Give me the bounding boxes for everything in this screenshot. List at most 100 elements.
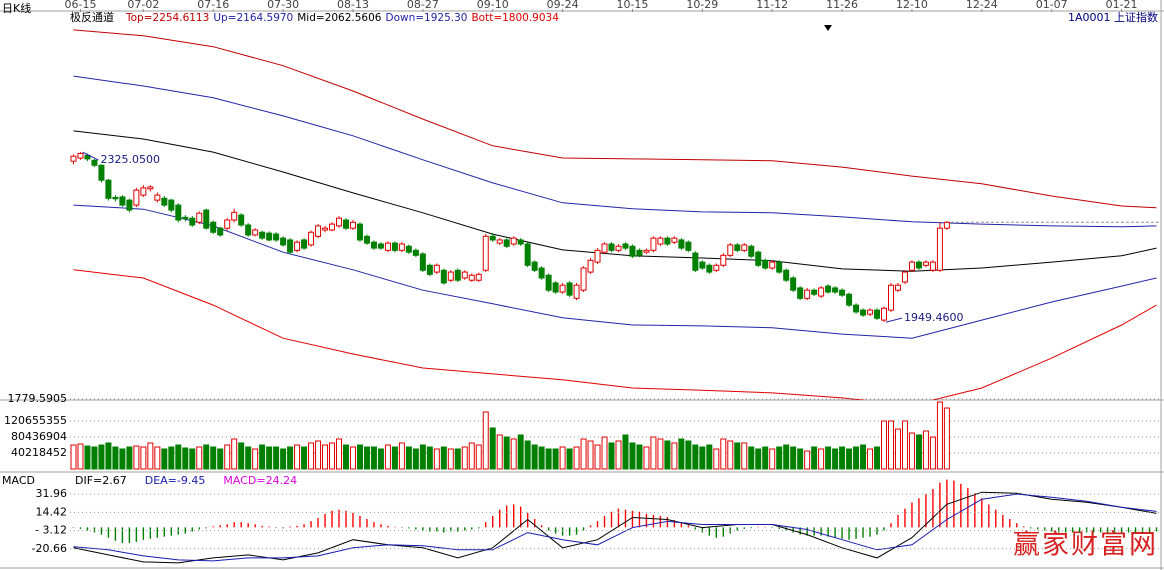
candle-body (685, 241, 692, 251)
annotation-leader (82, 151, 99, 161)
legend-entry: MACD=24.24 (223, 474, 297, 487)
volume-bar (943, 407, 950, 470)
x-tick-label: 07-16 (197, 0, 229, 11)
volume-bar (699, 446, 706, 470)
volume-bar (126, 446, 133, 470)
volume-bar (322, 444, 329, 470)
volume-bar (601, 436, 608, 470)
x-tick-label: 10-15 (616, 0, 648, 11)
candle-body (608, 243, 615, 251)
volume-bar (133, 445, 140, 470)
legend-entry: DEA=-9.45 (145, 474, 206, 487)
candle-body (874, 309, 881, 319)
volume-bar (245, 446, 252, 470)
volume-bar (825, 446, 832, 470)
volume-bar (154, 446, 161, 470)
annotation: 2325.0500 (100, 153, 160, 166)
volume-bar (734, 442, 741, 470)
candle-body (943, 221, 950, 229)
candle-body (825, 285, 832, 293)
legend-entry: Up=2164.5970 (213, 12, 293, 24)
candle-body (266, 232, 273, 241)
x-tick-label: 10-29 (686, 0, 718, 11)
candle-body (196, 212, 203, 223)
candle-body (454, 269, 461, 281)
volume-bar (91, 446, 98, 470)
candle-body (524, 243, 531, 266)
candle-body (433, 264, 440, 273)
volume-bar (308, 442, 315, 470)
candle-body (91, 159, 98, 166)
volume-bar (70, 444, 77, 470)
macd-panel (72, 479, 1158, 564)
candle-body (496, 239, 503, 244)
volume-bar (280, 448, 287, 470)
volume-bar (391, 446, 398, 470)
y-tick-label: 80436904 (11, 430, 67, 443)
indicator-line (73, 29, 1157, 209)
candle-body (405, 245, 412, 253)
candle-body (853, 304, 860, 313)
legend-entry: Top=2254.6113 (125, 12, 209, 24)
candle-body (587, 259, 594, 273)
legend-entry: DIF=2.67 (75, 474, 127, 487)
volume-bar (315, 440, 322, 470)
candle-body (161, 197, 168, 206)
volume-bar (342, 444, 349, 470)
legend-entry: Bott=1800.9034 (471, 12, 559, 24)
candle-body (748, 245, 755, 257)
candle-body (315, 225, 322, 237)
x-tick-label: 08-13 (337, 0, 369, 11)
volume-bar (489, 427, 496, 470)
x-tick-label: 07-30 (267, 0, 299, 11)
volume-bar (580, 438, 587, 470)
volume-bar (168, 446, 175, 470)
candle-body (322, 227, 329, 231)
candle-body (908, 261, 915, 271)
volume-bar (517, 434, 524, 470)
candle-body (510, 237, 517, 245)
indicator-line (73, 493, 1157, 562)
candle-body (224, 219, 231, 229)
candle-body (440, 269, 447, 284)
volume-bar (929, 436, 936, 470)
candle-body (573, 284, 580, 299)
x-tick-label: 09-24 (547, 0, 579, 11)
volume-bar (594, 444, 601, 470)
volume-bar (496, 434, 503, 470)
candle-body (419, 253, 426, 271)
volume-bar (524, 440, 531, 470)
volume-bar (650, 436, 657, 470)
candle-body (636, 249, 643, 256)
indicator-line (73, 204, 1157, 339)
volume-bar (363, 446, 370, 470)
candle-body (147, 186, 154, 190)
volume-bar (894, 428, 901, 470)
candle-body (901, 271, 908, 283)
volume-bar (398, 442, 405, 470)
candle-body (77, 152, 84, 159)
volume-bar (818, 448, 825, 470)
volume-bar (762, 446, 769, 470)
volume-bar (615, 440, 622, 470)
volume-bar (748, 446, 755, 470)
candle-body (713, 264, 720, 271)
volume-bar (671, 442, 678, 470)
candle-body (203, 209, 210, 229)
volume-bar (531, 444, 538, 470)
volume-bar (545, 448, 552, 470)
candle-body (545, 274, 552, 291)
candle-body (881, 307, 888, 321)
candle-body (790, 277, 797, 291)
candle-body (503, 239, 510, 247)
candle-body (391, 242, 398, 251)
candle-body (559, 284, 566, 293)
volume-bar (259, 444, 266, 470)
candle-body (461, 271, 468, 279)
candle-body (426, 264, 433, 275)
candle-body (245, 224, 252, 236)
candle-body (231, 211, 238, 221)
volume-bar (622, 434, 629, 470)
candle-body (133, 189, 140, 206)
candle-body (894, 284, 901, 291)
